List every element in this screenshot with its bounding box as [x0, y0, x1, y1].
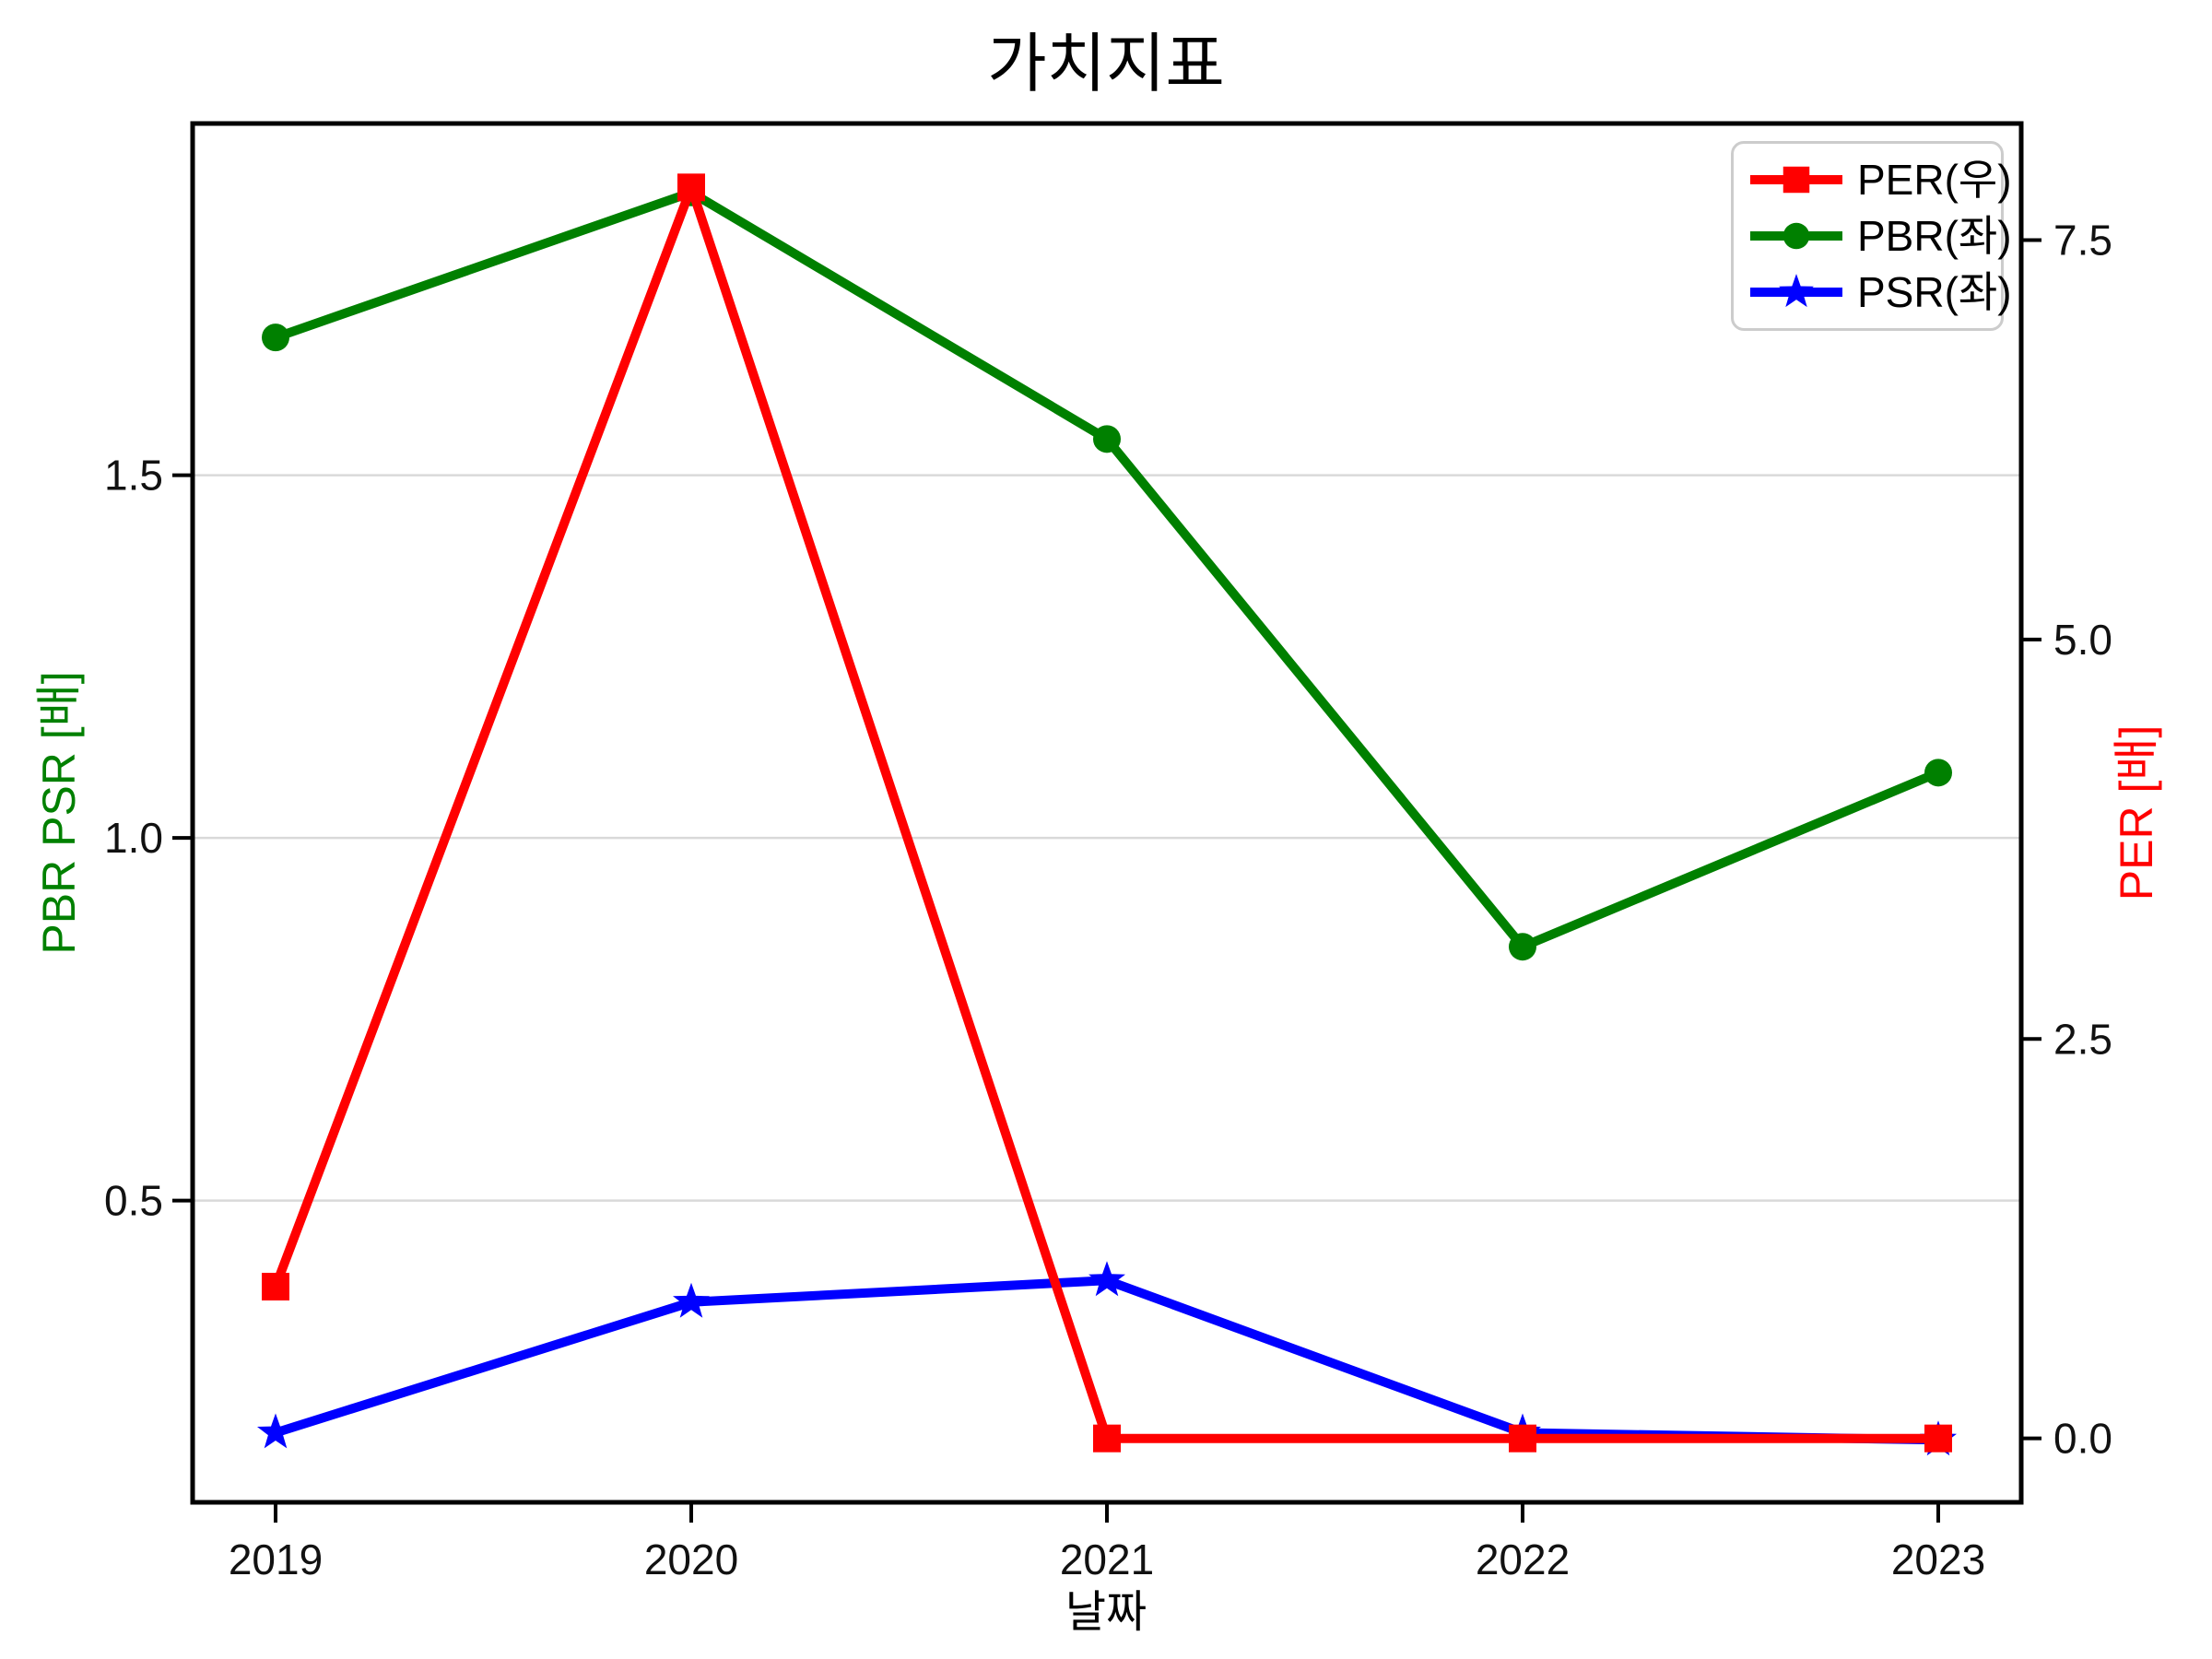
marker-square [262, 1272, 289, 1300]
marker-star [1088, 1261, 1125, 1297]
y-tick-label-left: 1.5 [104, 452, 163, 500]
y-tick-label-left: 0.5 [104, 1177, 163, 1225]
marker-circle [1783, 222, 1810, 250]
x-tick-label: 2022 [1476, 1535, 1570, 1583]
x-axis-label: 날짜 [1065, 1588, 1147, 1637]
x-tick-label: 2019 [229, 1535, 323, 1583]
series-PBR(좌) [262, 178, 1952, 961]
marker-star [257, 1413, 294, 1449]
y-tick-label-right: 0.0 [2053, 1415, 2112, 1463]
series-line [274, 187, 1940, 952]
legend-item-per: PER(우) [1748, 159, 2012, 201]
y-tick-label-left: 1.0 [104, 814, 163, 862]
y-axis-label-right: PER [배] [2111, 724, 2162, 901]
marker-square [677, 173, 705, 202]
marker-star [1779, 274, 1814, 308]
marker-circle [1093, 425, 1121, 453]
marker-square [1509, 1424, 1536, 1453]
x-tick-label: 2020 [644, 1535, 738, 1583]
marker-square [1783, 166, 1810, 193]
legend-label-per: PER(우) [1857, 155, 2012, 204]
series-PER(우) [262, 173, 1952, 1453]
y-axis-label-left: PBR PSR [배] [33, 671, 85, 955]
chart-title: 가치지표 [987, 28, 1225, 100]
marker-square [1924, 1424, 1952, 1453]
legend-swatch-per [1750, 166, 1842, 193]
x-tick-label: 2021 [1060, 1535, 1154, 1583]
y-tick-label-right: 2.5 [2053, 1015, 2112, 1063]
legend-label-psr: PSR(좌) [1857, 268, 2012, 317]
legend-box: PER(우) PBR(좌) PSR(좌) [1731, 141, 2012, 331]
legend-swatch-pbr [1750, 222, 1842, 250]
series-line [271, 182, 1938, 1443]
marker-square [1093, 1424, 1121, 1453]
legend-item-psr: PSR(좌) [1748, 271, 2012, 313]
marker-circle [1924, 759, 1952, 787]
series-line [274, 1276, 1939, 1445]
legend-swatch-psr [1750, 274, 1842, 308]
x-tick-label: 2023 [1891, 1535, 1985, 1583]
legend-label-pbr: PBR(좌) [1857, 211, 2012, 260]
y-tick-label-right: 7.5 [2053, 217, 2112, 265]
marker-circle [262, 324, 289, 352]
legend-item-pbr: PBR(좌) [1748, 215, 2012, 257]
marker-star [673, 1282, 710, 1318]
y-tick-label-right: 5.0 [2053, 616, 2112, 664]
marker-circle [1509, 933, 1536, 961]
